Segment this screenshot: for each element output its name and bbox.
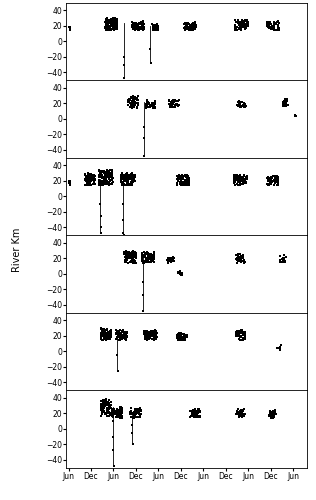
Text: River Km: River Km <box>12 228 22 272</box>
